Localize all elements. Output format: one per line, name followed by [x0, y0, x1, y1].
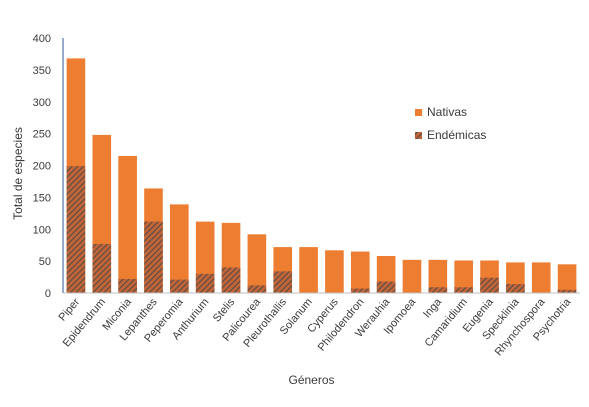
bar-nativas-palicourea	[247, 234, 267, 293]
bar-endemicas-pleurothallis	[273, 271, 293, 293]
bar-nativas-cyperus	[325, 250, 344, 293]
bar-endemicas-epidendrum	[92, 243, 112, 293]
bar-endemicas-eugenia	[480, 277, 499, 293]
bar-endemicas-peperomia	[170, 279, 189, 293]
y-tick-label: 150	[33, 192, 51, 204]
bar-nativas-ipomoea	[402, 259, 422, 293]
y-tick-label: 250	[33, 129, 51, 141]
bar-endemicas-piper	[66, 166, 86, 293]
bar-endemicas-anthurium	[195, 273, 215, 293]
legend-swatch	[415, 132, 422, 139]
bar-nativas-rhynchospora	[531, 262, 551, 293]
bar-nativas-peperomia	[170, 204, 189, 293]
x-tick-labels: PiperEpidendrumMiconiaLepanthesPeperomia…	[57, 296, 574, 359]
bar-nativas-miconia	[118, 155, 137, 293]
y-tick-labels: 0 50 100 150 200 250 300 350 400	[33, 33, 51, 300]
y-tick-label: 50	[39, 256, 51, 268]
x-axis-title: Géneros	[288, 373, 334, 387]
legend: Nativas Endémicas	[415, 105, 486, 142]
bar-endemicas-werauhia	[376, 281, 396, 293]
bar-endemicas-camaridium	[454, 287, 473, 293]
bar-nativas-solanum	[299, 247, 318, 293]
y-tick-label: 350	[33, 65, 51, 77]
y-tick-label: 100	[33, 224, 51, 236]
x-tick-label: Inga	[421, 296, 445, 321]
bar-endemicas-stelis	[221, 267, 241, 293]
bar-nativas-philodendron	[350, 251, 370, 293]
y-tick-label: 200	[33, 161, 51, 173]
legend-swatch	[415, 109, 422, 116]
legend-label: Endémicas	[427, 128, 486, 142]
bar-endemicas-specklinia	[506, 284, 525, 293]
bar-nativas-inga	[428, 259, 448, 293]
bars-layer	[66, 58, 577, 294]
y-tick-label: 300	[33, 97, 51, 109]
bar-endemicas-philodendron	[350, 288, 370, 293]
bar-endemicas-psychotria	[557, 289, 577, 293]
bar-endemicas-lepanthes	[144, 221, 163, 293]
bar-endemicas-palicourea	[247, 285, 267, 293]
bar-endemicas-inga	[428, 287, 448, 293]
y-axis-title: Total de especies	[11, 127, 25, 220]
y-tick-label: 400	[33, 33, 51, 45]
legend-label: Nativas	[427, 105, 467, 119]
bar-nativas-psychotria	[557, 264, 577, 293]
y-tick-label: 0	[45, 288, 51, 300]
bar-nativas-camaridium	[454, 260, 473, 293]
bar-endemicas-miconia	[118, 278, 137, 293]
